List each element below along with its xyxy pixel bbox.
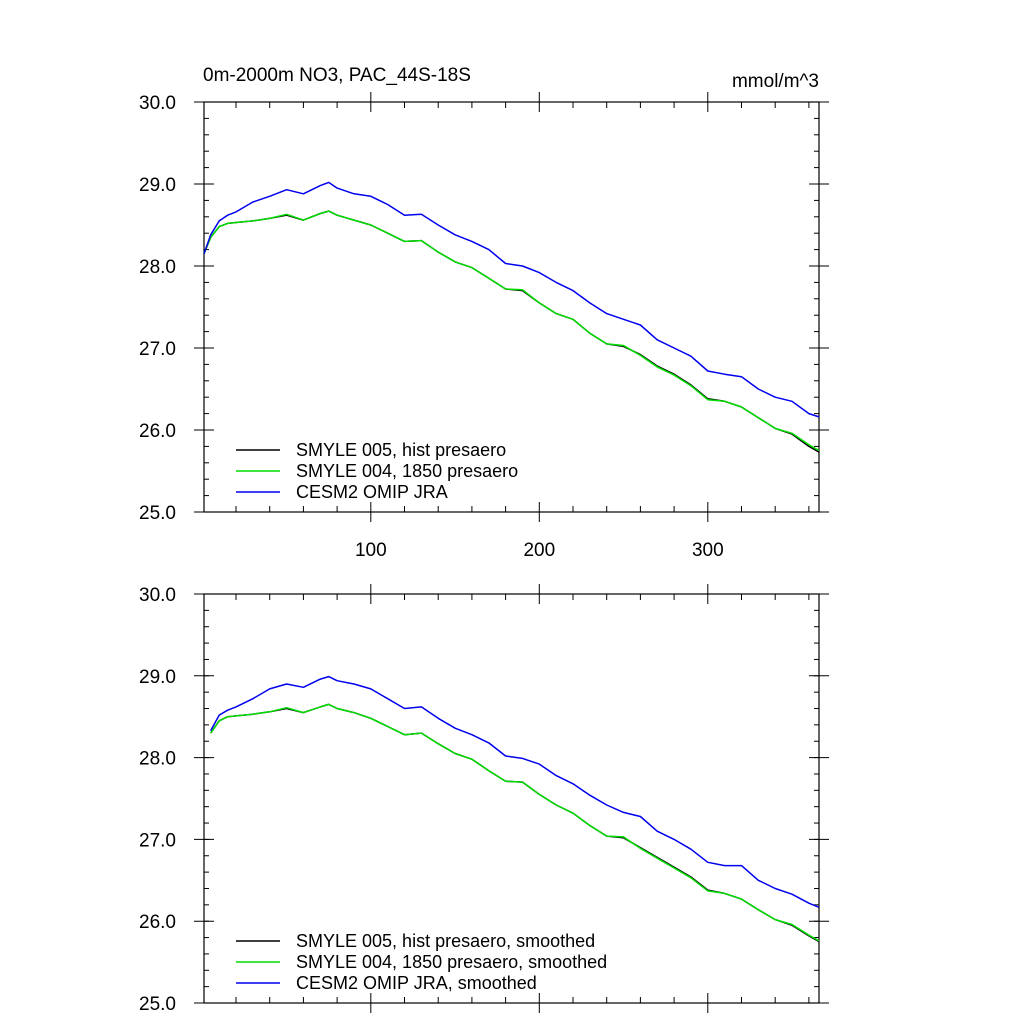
x-tick-label: 200 bbox=[523, 540, 555, 561]
legend-label: SMYLE 004, 1850 presaero, smoothed bbox=[296, 952, 607, 972]
chart-title: 0m-2000m NO3, PAC_44S-18S bbox=[203, 65, 471, 86]
plot-frame bbox=[203, 101, 820, 513]
series-line-2 bbox=[203, 210, 820, 452]
series-line-1 bbox=[203, 210, 820, 453]
series-line-3 bbox=[203, 181, 820, 418]
y-tick-label: 28.0 bbox=[139, 749, 176, 770]
y-tick-label: 28.0 bbox=[139, 257, 176, 278]
legend-label: CESM2 OMIP JRA, smoothed bbox=[296, 973, 537, 993]
series-line-2 bbox=[210, 703, 820, 942]
y-tick-label: 29.0 bbox=[139, 667, 176, 688]
units-label: mmol/m^3 bbox=[732, 71, 819, 92]
plot-frame bbox=[203, 593, 820, 1004]
legend-label: SMYLE 004, 1850 presaero bbox=[296, 461, 518, 481]
x-tick-label: 300 bbox=[692, 540, 724, 561]
y-tick-label: 30.0 bbox=[139, 585, 176, 606]
legend-label: SMYLE 005, hist presaero bbox=[296, 440, 506, 460]
y-tick-label: 25.0 bbox=[139, 994, 176, 1015]
y-tick-label: 26.0 bbox=[139, 421, 176, 442]
legend-label: SMYLE 005, hist presaero, smoothed bbox=[296, 931, 595, 951]
y-tick-label: 30.0 bbox=[139, 93, 176, 114]
legend-label: CESM2 OMIP JRA bbox=[296, 482, 448, 502]
y-tick-label: 29.0 bbox=[139, 175, 176, 196]
series-line-1 bbox=[210, 703, 820, 943]
y-tick-label: 26.0 bbox=[139, 912, 176, 933]
bottom-panel: 25.0 26.0 27.0 28.0 29.0 30.0 SMYLE 005, hist … bbox=[139, 584, 829, 1015]
top-panel: 25.0 26.0 27.0 28.0 29.0 30.0 100 200 300 SMYLE 0… bbox=[139, 92, 829, 561]
y-tick-label: 27.0 bbox=[139, 830, 176, 851]
y-tick-label: 27.0 bbox=[139, 339, 176, 360]
y-tick-label: 25.0 bbox=[139, 503, 176, 524]
x-tick-label: 100 bbox=[355, 540, 387, 561]
series-line-3 bbox=[210, 675, 820, 908]
